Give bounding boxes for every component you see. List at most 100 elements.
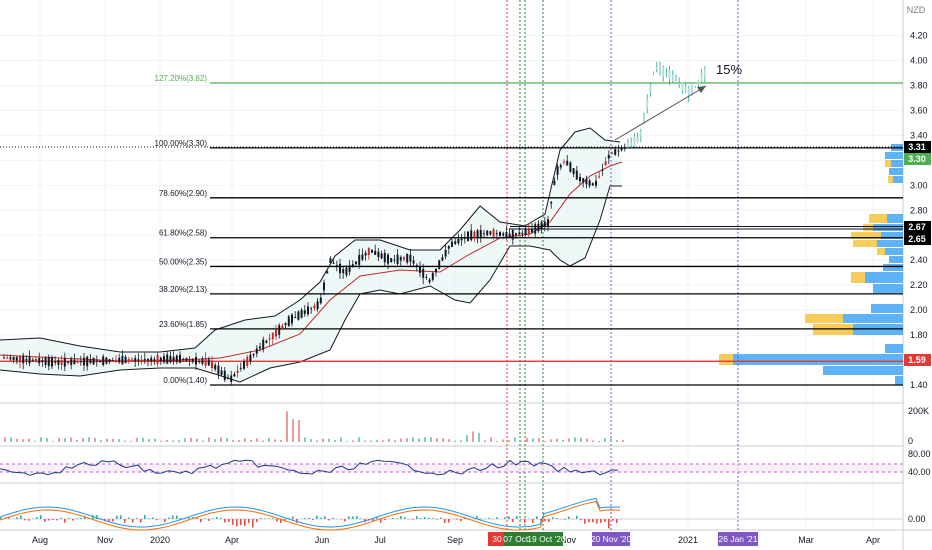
volume-bar — [178, 440, 180, 442]
date-label-text: 26 Jan '21 — [719, 534, 758, 544]
volume-bar — [184, 438, 186, 442]
macd-histogram-bar — [444, 519, 446, 523]
candle-body — [150, 357, 153, 361]
volume-profile-bar — [889, 168, 903, 175]
macd-histogram-bar — [400, 515, 402, 519]
candle-body — [652, 72, 655, 74]
candle-body — [524, 229, 527, 236]
macd-histogram-bar — [416, 516, 418, 519]
macd-histogram-bar — [228, 519, 230, 522]
time-tick-label: Apr — [866, 535, 880, 545]
candle-body — [214, 364, 217, 370]
date-label-text: 20 Nov '20 — [591, 534, 632, 544]
volume-bar — [448, 439, 450, 442]
candle-body — [153, 359, 156, 361]
candle-body — [646, 99, 649, 108]
candle-body — [115, 359, 117, 361]
candle-body — [553, 180, 556, 185]
candle-body — [137, 359, 140, 361]
macd-histogram-bar — [592, 519, 594, 523]
fib-level-label: 0.00%(1.40) — [163, 376, 207, 385]
macd-histogram-bar — [312, 519, 314, 520]
volume-bar — [46, 437, 48, 442]
volume-profile-bar — [889, 256, 903, 263]
volume-bar — [496, 440, 498, 442]
price-tags: 3.31 3.30 2.67 2.65 1.59 — [904, 141, 931, 366]
price-tag-text: 2.65 — [908, 234, 926, 244]
macd-histogram-bar — [536, 516, 538, 519]
candle-body — [163, 356, 165, 363]
macd-histogram-bar — [516, 515, 518, 519]
volume-bar — [334, 439, 336, 442]
candle-body — [563, 161, 565, 163]
candle-body — [3, 357, 5, 359]
candle-body — [335, 265, 338, 267]
macd-histogram-bar — [496, 517, 498, 519]
candle-body — [127, 359, 130, 361]
volume-profile-bar — [871, 304, 903, 313]
volume-bar — [160, 440, 162, 442]
volume-bar — [394, 440, 396, 442]
macd-histogram-bar — [256, 519, 258, 523]
price-tick-label: 3.40 — [910, 130, 928, 140]
macd-histogram-bar — [24, 519, 26, 521]
macd-histogram-bar — [248, 519, 250, 523]
price-tick-label: 2.20 — [910, 280, 928, 290]
volume-bar — [550, 439, 552, 442]
candle-body — [367, 247, 370, 255]
candle-body — [572, 168, 575, 175]
candle-body — [102, 356, 105, 366]
candle-body — [559, 164, 562, 168]
price-tick-label: 3.60 — [910, 105, 928, 115]
macd-histogram-bar — [292, 516, 294, 519]
candle-body — [6, 357, 9, 359]
candle-body — [223, 370, 226, 381]
volume-profile-bar — [885, 152, 903, 159]
candle-body — [665, 73, 668, 75]
volume-bar — [322, 438, 324, 442]
macd-histogram-bar — [344, 519, 346, 522]
macd-histogram-bar — [96, 515, 98, 519]
volume-bar — [40, 437, 42, 442]
macd-histogram-bar — [568, 516, 570, 519]
macd-histogram-bar — [172, 515, 174, 519]
candle-body — [281, 325, 284, 329]
macd-histogram-bar — [588, 519, 590, 523]
volume-bar — [196, 438, 198, 442]
fibonacci-levels: 127.20%(3.82) 100.00%(3.30) 78.60%(2.90) 61… — [0, 74, 903, 386]
candle-body — [639, 131, 642, 137]
macd-histogram-bar — [380, 519, 382, 523]
volume-profile-bar — [877, 240, 903, 247]
price-tick-label: 2.00 — [910, 305, 928, 315]
volume-bar — [166, 440, 168, 442]
volume-profile-bar — [893, 176, 903, 183]
candle-body — [79, 361, 82, 363]
candle-body — [44, 357, 47, 365]
macd-histogram-bar — [428, 517, 430, 519]
macd-histogram-bar — [524, 519, 526, 523]
volume-bar — [256, 438, 258, 442]
macd-histogram-bar — [404, 517, 406, 519]
macd-histogram-bar — [372, 519, 374, 522]
rsi-band — [0, 464, 903, 472]
currency-label: NZD — [907, 5, 926, 15]
date-label-bg — [530, 532, 563, 546]
candle-body — [28, 356, 31, 364]
candle-body — [25, 358, 28, 361]
macd-histogram-bar — [112, 519, 114, 522]
macd-histogram-bar — [128, 517, 130, 519]
candle-body — [92, 357, 95, 365]
candle-body — [627, 144, 629, 148]
volume-bar — [124, 440, 126, 442]
volume-bar — [112, 438, 114, 442]
fib-level-label: 78.60%(2.90) — [159, 189, 207, 198]
candle-body — [313, 305, 316, 309]
volume-bar — [418, 438, 420, 442]
macd-histogram-bar — [412, 519, 414, 520]
time-tick-label: Apr — [225, 535, 239, 545]
volume-bar — [130, 440, 132, 442]
bollinger-upper — [0, 127, 621, 353]
candle-body — [495, 233, 498, 235]
volume-bar — [208, 437, 210, 442]
